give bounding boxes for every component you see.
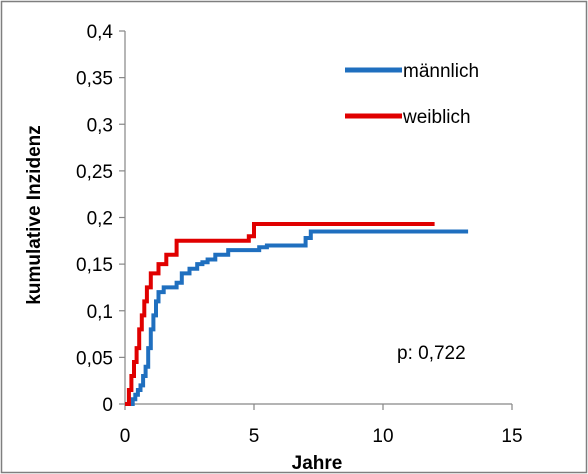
x-tick-label: 5 (249, 426, 260, 447)
y-tick-label: 0,4 (87, 22, 114, 43)
legend-label: männlich (403, 61, 479, 82)
y-tick-label: 0,3 (87, 115, 113, 136)
x-tick-label: 10 (372, 426, 393, 447)
x-tick-label: 0 (120, 426, 131, 447)
series-layer (125, 222, 469, 406)
p-value-annotation: p: 0,722 (397, 343, 466, 364)
y-tick-label: 0,1 (87, 302, 113, 323)
x-tick-label: 15 (501, 426, 522, 447)
y-axis-title: kumulative Inzidenz (24, 125, 45, 304)
y-tick-label: 0,05 (76, 348, 113, 369)
y-tick-label: 0,2 (87, 209, 113, 230)
series-line-weiblich (125, 222, 435, 406)
y-tick-label: 0,15 (76, 255, 113, 276)
y-tick-label: 0 (102, 395, 113, 416)
series-line-maennlich (125, 229, 469, 406)
legend: männlich weiblich (345, 61, 479, 128)
x-axis-title: Jahre (292, 453, 343, 474)
legend-label: weiblich (402, 107, 471, 128)
y-tick-label: 0,25 (76, 162, 113, 183)
y-tick-label: 0,35 (76, 69, 113, 90)
axes: 0 0,05 0,1 0,15 0,2 0,25 0,3 0,35 0,4 0 5 10 15 (76, 22, 523, 447)
